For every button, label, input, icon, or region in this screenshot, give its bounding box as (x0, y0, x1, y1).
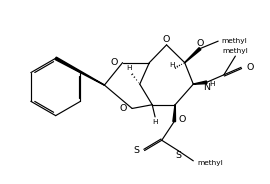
Text: O: O (196, 39, 204, 48)
Text: O: O (120, 105, 127, 114)
Text: methyl: methyl (222, 38, 248, 44)
Text: O: O (178, 115, 186, 124)
Polygon shape (193, 81, 207, 84)
Text: H: H (152, 119, 158, 125)
Text: H: H (127, 65, 132, 71)
Text: O: O (163, 35, 170, 44)
Text: H: H (169, 62, 174, 68)
Text: S: S (175, 151, 181, 160)
Text: N: N (203, 83, 210, 92)
Polygon shape (185, 48, 201, 63)
Text: S: S (133, 146, 139, 155)
Text: O: O (110, 58, 118, 67)
Text: O: O (246, 63, 254, 72)
Text: H: H (210, 81, 215, 87)
Polygon shape (55, 57, 104, 85)
Text: methyl: methyl (198, 160, 223, 166)
Polygon shape (173, 105, 176, 122)
Text: methyl: methyl (222, 48, 248, 54)
